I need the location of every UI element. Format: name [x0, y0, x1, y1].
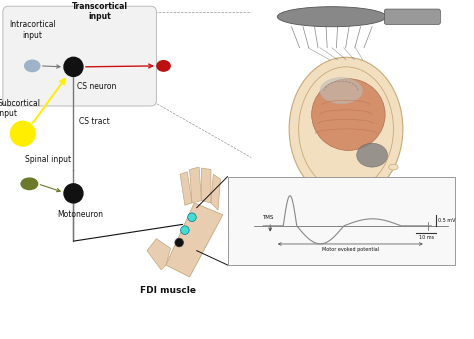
- Polygon shape: [211, 174, 220, 210]
- Text: CS neuron: CS neuron: [77, 82, 117, 91]
- Ellipse shape: [277, 7, 386, 27]
- FancyBboxPatch shape: [3, 6, 156, 106]
- Polygon shape: [147, 239, 171, 270]
- Ellipse shape: [389, 164, 398, 170]
- Text: CS tract: CS tract: [79, 117, 110, 126]
- Circle shape: [181, 226, 189, 235]
- Text: TMS: TMS: [262, 215, 273, 220]
- Ellipse shape: [320, 78, 363, 104]
- Ellipse shape: [25, 60, 40, 72]
- FancyBboxPatch shape: [384, 9, 440, 24]
- Circle shape: [175, 238, 183, 247]
- Ellipse shape: [312, 79, 385, 151]
- Circle shape: [64, 184, 83, 203]
- Circle shape: [64, 57, 83, 76]
- FancyBboxPatch shape: [228, 177, 455, 265]
- Text: FDI muscle: FDI muscle: [140, 286, 196, 296]
- Circle shape: [10, 121, 35, 146]
- Text: Transcortical
input: Transcortical input: [72, 2, 128, 21]
- Ellipse shape: [356, 143, 388, 167]
- Polygon shape: [180, 172, 192, 205]
- Polygon shape: [201, 168, 211, 203]
- Ellipse shape: [383, 182, 392, 186]
- Polygon shape: [190, 167, 201, 203]
- Text: 10 ms: 10 ms: [419, 235, 434, 240]
- Polygon shape: [166, 203, 223, 277]
- Ellipse shape: [289, 57, 403, 201]
- Ellipse shape: [21, 178, 37, 190]
- Text: Subcortical
input: Subcortical input: [0, 99, 41, 118]
- Ellipse shape: [157, 61, 170, 71]
- Text: Intracortical
input: Intracortical input: [9, 20, 55, 40]
- Circle shape: [188, 213, 196, 222]
- Text: Motoneuron: Motoneuron: [57, 210, 103, 219]
- Text: 0.5 mV: 0.5 mV: [438, 218, 456, 223]
- Text: Spinal input: Spinal input: [25, 155, 71, 164]
- Text: Motor evoked potential: Motor evoked potential: [322, 247, 379, 252]
